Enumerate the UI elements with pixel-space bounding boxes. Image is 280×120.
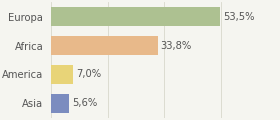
Bar — [51, 94, 69, 113]
Text: 5,6%: 5,6% — [72, 98, 97, 108]
Text: 33,8%: 33,8% — [161, 41, 192, 51]
Bar — [51, 65, 73, 84]
Bar — [51, 36, 158, 55]
Text: 7,0%: 7,0% — [76, 69, 101, 79]
Bar — [51, 7, 220, 26]
Text: 53,5%: 53,5% — [223, 12, 254, 22]
